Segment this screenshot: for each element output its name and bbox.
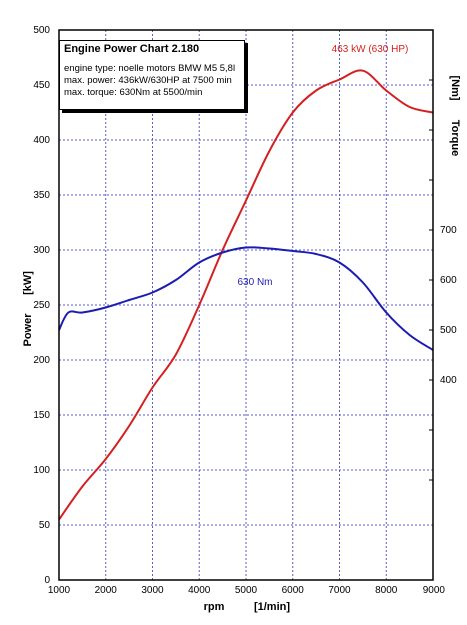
tick-labels: 1000 2000 3000 4000 5000 6000 7000 8000 9000 0 50 1… bbox=[33, 25, 457, 596]
axis-titles: rpm [1/min] Power [kW] Torque [Nm] bbox=[22, 75, 461, 613]
info-line-power: max. power: 436kW/630HP at 7500 min bbox=[64, 75, 232, 86]
power-peak-annotation: 463 kW (630 HP) bbox=[332, 44, 409, 55]
info-box-title: Engine Power Chart 2.180 bbox=[64, 43, 200, 55]
y-left-tick-label: 350 bbox=[33, 190, 50, 201]
annotations: 463 kW (630 HP) 630 Nm bbox=[237, 44, 408, 288]
info-line-engine: engine type: noelle motors BMW M5 5,8l bbox=[64, 63, 236, 74]
info-line-torque: max. torque: 630Nm at 5500/min bbox=[64, 87, 203, 98]
y-left-tick-label: 200 bbox=[33, 355, 50, 366]
y-right-axis-title: Torque bbox=[449, 120, 461, 156]
y-left-tick-label: 250 bbox=[33, 300, 50, 311]
y-left-tick-label: 0 bbox=[44, 575, 50, 586]
x-tick-label: 5000 bbox=[235, 585, 258, 596]
y-left-tick-label: 450 bbox=[33, 80, 50, 91]
plot-frame bbox=[58, 29, 434, 581]
y-right-tick-label: 500 bbox=[440, 325, 457, 336]
x-tick-label: 6000 bbox=[282, 585, 305, 596]
y-left-axis-title: Power bbox=[22, 313, 34, 347]
x-tick-label: 4000 bbox=[188, 585, 211, 596]
series-lines bbox=[58, 69, 434, 521]
torque-peak-annotation: 630 Nm bbox=[237, 277, 272, 288]
power-line bbox=[58, 69, 434, 521]
y-right-tick-label: 600 bbox=[440, 275, 457, 286]
y-left-tick-label: 150 bbox=[33, 410, 50, 421]
y-left-tick-label: 300 bbox=[33, 245, 50, 256]
y-left-tick-label: 50 bbox=[39, 520, 51, 531]
y-left-axis-unit: [kW] bbox=[22, 271, 34, 295]
torque-line bbox=[58, 246, 434, 351]
x-axis-unit: [1/min] bbox=[254, 601, 290, 613]
x-tick-label: 1000 bbox=[48, 585, 71, 596]
x-axis-title: rpm bbox=[204, 601, 225, 613]
y-right-axis-unit: [Nm] bbox=[449, 75, 461, 100]
x-tick-label: 3000 bbox=[141, 585, 164, 596]
y-right-tick-label: 700 bbox=[440, 225, 457, 236]
y-left-tick-label: 500 bbox=[33, 25, 50, 36]
y-left-tick-label: 100 bbox=[33, 465, 50, 476]
y-right-tick-label: 400 bbox=[440, 375, 457, 386]
x-tick-label: 2000 bbox=[95, 585, 118, 596]
y-left-tick-label: 400 bbox=[33, 135, 50, 146]
info-box: Engine Power Chart 2.180 engine type: no… bbox=[59, 40, 245, 110]
x-tick-label: 7000 bbox=[328, 585, 351, 596]
x-tick-label: 9000 bbox=[423, 585, 446, 596]
x-tick-label: 8000 bbox=[375, 585, 398, 596]
